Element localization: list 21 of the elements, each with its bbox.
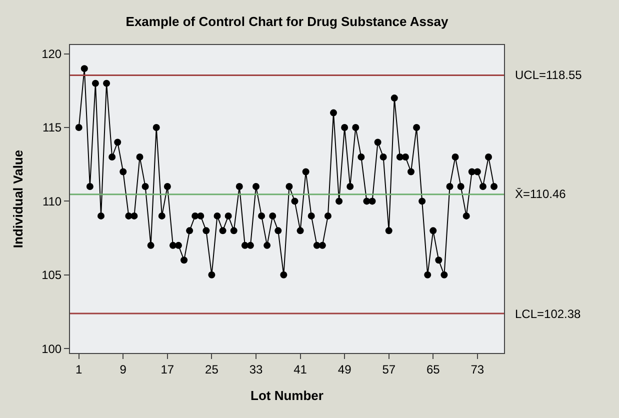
x-tick-label: 65	[426, 362, 440, 376]
x-tick-label: 41	[294, 362, 308, 376]
x-tick-label: 1	[76, 362, 83, 376]
x-tick-label: 57	[382, 362, 396, 376]
x-tick-label: 73	[470, 362, 484, 376]
x-tick-label: 17	[160, 362, 174, 376]
y-axis-title: Individual Value	[10, 150, 26, 248]
ref-line-label: X̄=110.46	[515, 187, 566, 201]
ref-line-label: LCL=102.38	[515, 307, 582, 321]
y-tick-label: 100	[42, 342, 62, 356]
y-tick-label: 120	[42, 47, 62, 62]
ref-line-label: UCL=118.55	[515, 68, 582, 82]
x-tick-label: 49	[338, 362, 352, 376]
x-tick-label: 25	[205, 362, 219, 376]
y-tick-label: 105	[42, 268, 62, 282]
x-tick-label: 9	[120, 362, 127, 376]
x-tick-label: 33	[249, 362, 263, 376]
y-tick-label: 110	[42, 194, 62, 208]
chart-title: Example of Control Chart for Drug Substance Assay	[126, 14, 449, 29]
y-tick-label: 115	[42, 120, 62, 135]
x-axis-title: Lot Number	[250, 388, 324, 403]
